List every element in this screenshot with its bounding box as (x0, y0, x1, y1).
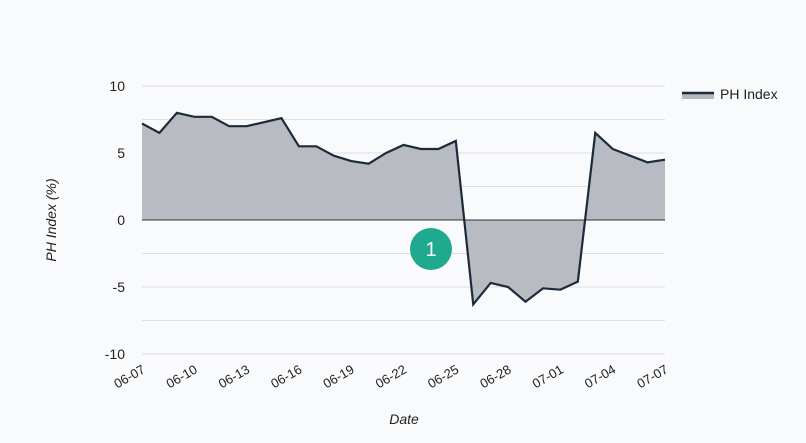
annotation-badge[interactable]: 1 (410, 228, 452, 270)
y-axis-title: PH Index (%) (43, 178, 59, 261)
x-tick-label: 06-07 (111, 362, 147, 392)
y-tick-label: 0 (117, 212, 125, 228)
x-axis-title: Date (389, 411, 419, 427)
series-line (141, 111, 666, 308)
x-tick-label: 07-07 (634, 362, 670, 392)
legend-swatch (682, 93, 714, 99)
annotation-label: 1 (425, 239, 436, 261)
x-axis-ticks: 06-07 06-10 06-13 06-16 06-19 06-22 06-25 06-28… (111, 362, 670, 392)
series-line-layer (141, 111, 666, 308)
y-tick-label: -10 (105, 346, 125, 362)
x-tick-label: 06-19 (320, 362, 356, 392)
y-axis-ticks: 10 5 0 -5 -10 (105, 78, 125, 362)
annotation-circle (410, 228, 452, 270)
area-fill (142, 112, 665, 305)
legend[interactable]: PH Index (682, 86, 778, 102)
y-tick-label: -5 (113, 279, 126, 295)
x-tick-label: 06-25 (425, 362, 461, 392)
legend-label: PH Index (720, 86, 778, 102)
annotation-markers: 1 (410, 228, 452, 270)
x-tick-label: 06-16 (268, 362, 304, 392)
x-tick-label: 06-22 (373, 362, 409, 392)
x-tick-label: 06-10 (164, 362, 200, 392)
x-tick-label: 06-28 (477, 362, 513, 392)
y-tick-label: 5 (117, 145, 125, 161)
x-tick-label: 06-13 (216, 362, 252, 392)
x-tick-label: 07-04 (582, 362, 618, 392)
x-tick-label: 07-01 (530, 362, 566, 392)
area-fill-layer (142, 112, 665, 305)
y-tick-label: 10 (109, 78, 125, 94)
